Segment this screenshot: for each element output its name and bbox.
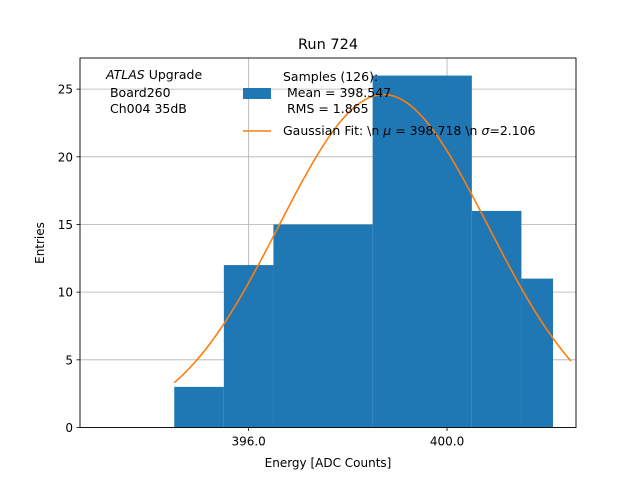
plot-frame (79, 57, 577, 428)
annotation-upgrade: Upgrade (145, 67, 203, 82)
x-tick-label-0: 396.0 (231, 435, 265, 449)
y-tick-label-5: 5 (65, 353, 73, 367)
chart-title: Run 724 (298, 37, 358, 53)
legend-fit-middle: = 398.718 \n (391, 123, 481, 138)
annotation-line-3: Ch004 35dB (106, 101, 187, 116)
gaussian-fit (173, 93, 572, 384)
annotation-atlas: ATLAS (105, 67, 145, 82)
legend-hist-line-2: Mean = 398.547 (283, 85, 391, 100)
y-tick-label-0: 0 (65, 421, 73, 435)
histogram-bar-3 (273, 224, 373, 428)
histogram-bar-4 (372, 75, 472, 428)
axis-ticks: 0 5 10 15 20 25 396.0 400.0 (58, 83, 465, 449)
atlas-annotation: ATLAS Upgrade Board260 Ch004 35dB (105, 67, 202, 116)
y-tick-label-20: 20 (58, 150, 73, 164)
legend-fit-prefix: Gaussian Fit: \n (283, 123, 383, 138)
y-tick-label-10: 10 (58, 286, 73, 300)
x-tick-label-1: 400.0 (430, 435, 464, 449)
legend-fit-label: Gaussian Fit: \n μ = 398.718 \n σ=2.106 (283, 123, 536, 138)
y-tick-label-15: 15 (58, 218, 73, 232)
legend-fit-mu: μ (382, 123, 391, 138)
fit-curve (173, 93, 572, 384)
legend-fit-suffix: =2.106 (489, 123, 535, 138)
legend-fit-sigma: σ (481, 123, 490, 138)
histogram-bar-2 (223, 265, 274, 428)
annotation-line-2: Board260 (106, 85, 171, 100)
y-axis-label: Entries (33, 222, 47, 264)
histogram-bar-6 (521, 278, 553, 428)
y-tick-label-25: 25 (58, 83, 73, 97)
legend: Samples (126): Mean = 398.547 RMS = 1.86… (243, 69, 536, 138)
histogram-bar-5 (471, 210, 522, 428)
legend-hist-line-3: RMS = 1.865 (283, 101, 369, 116)
legend-hist-line-1: Samples (126): (283, 69, 378, 84)
annotation-line-1: ATLAS Upgrade (105, 67, 202, 82)
x-axis-label: Energy [ADC Counts] (265, 456, 392, 470)
legend-hist-swatch (243, 88, 271, 99)
histogram-bars (174, 75, 553, 428)
histogram-bar-1 (174, 386, 224, 428)
